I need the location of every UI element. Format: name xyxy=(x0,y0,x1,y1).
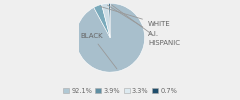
Text: A.I.: A.I. xyxy=(108,5,159,37)
Wedge shape xyxy=(102,3,110,38)
Legend: 92.1%, 3.9%, 3.3%, 0.7%: 92.1%, 3.9%, 3.3%, 0.7% xyxy=(60,85,180,97)
Wedge shape xyxy=(76,3,144,72)
Text: HISPANIC: HISPANIC xyxy=(112,5,180,46)
Wedge shape xyxy=(94,4,110,38)
Wedge shape xyxy=(109,3,110,38)
Text: WHITE: WHITE xyxy=(100,6,171,27)
Text: BLACK: BLACK xyxy=(81,33,117,69)
